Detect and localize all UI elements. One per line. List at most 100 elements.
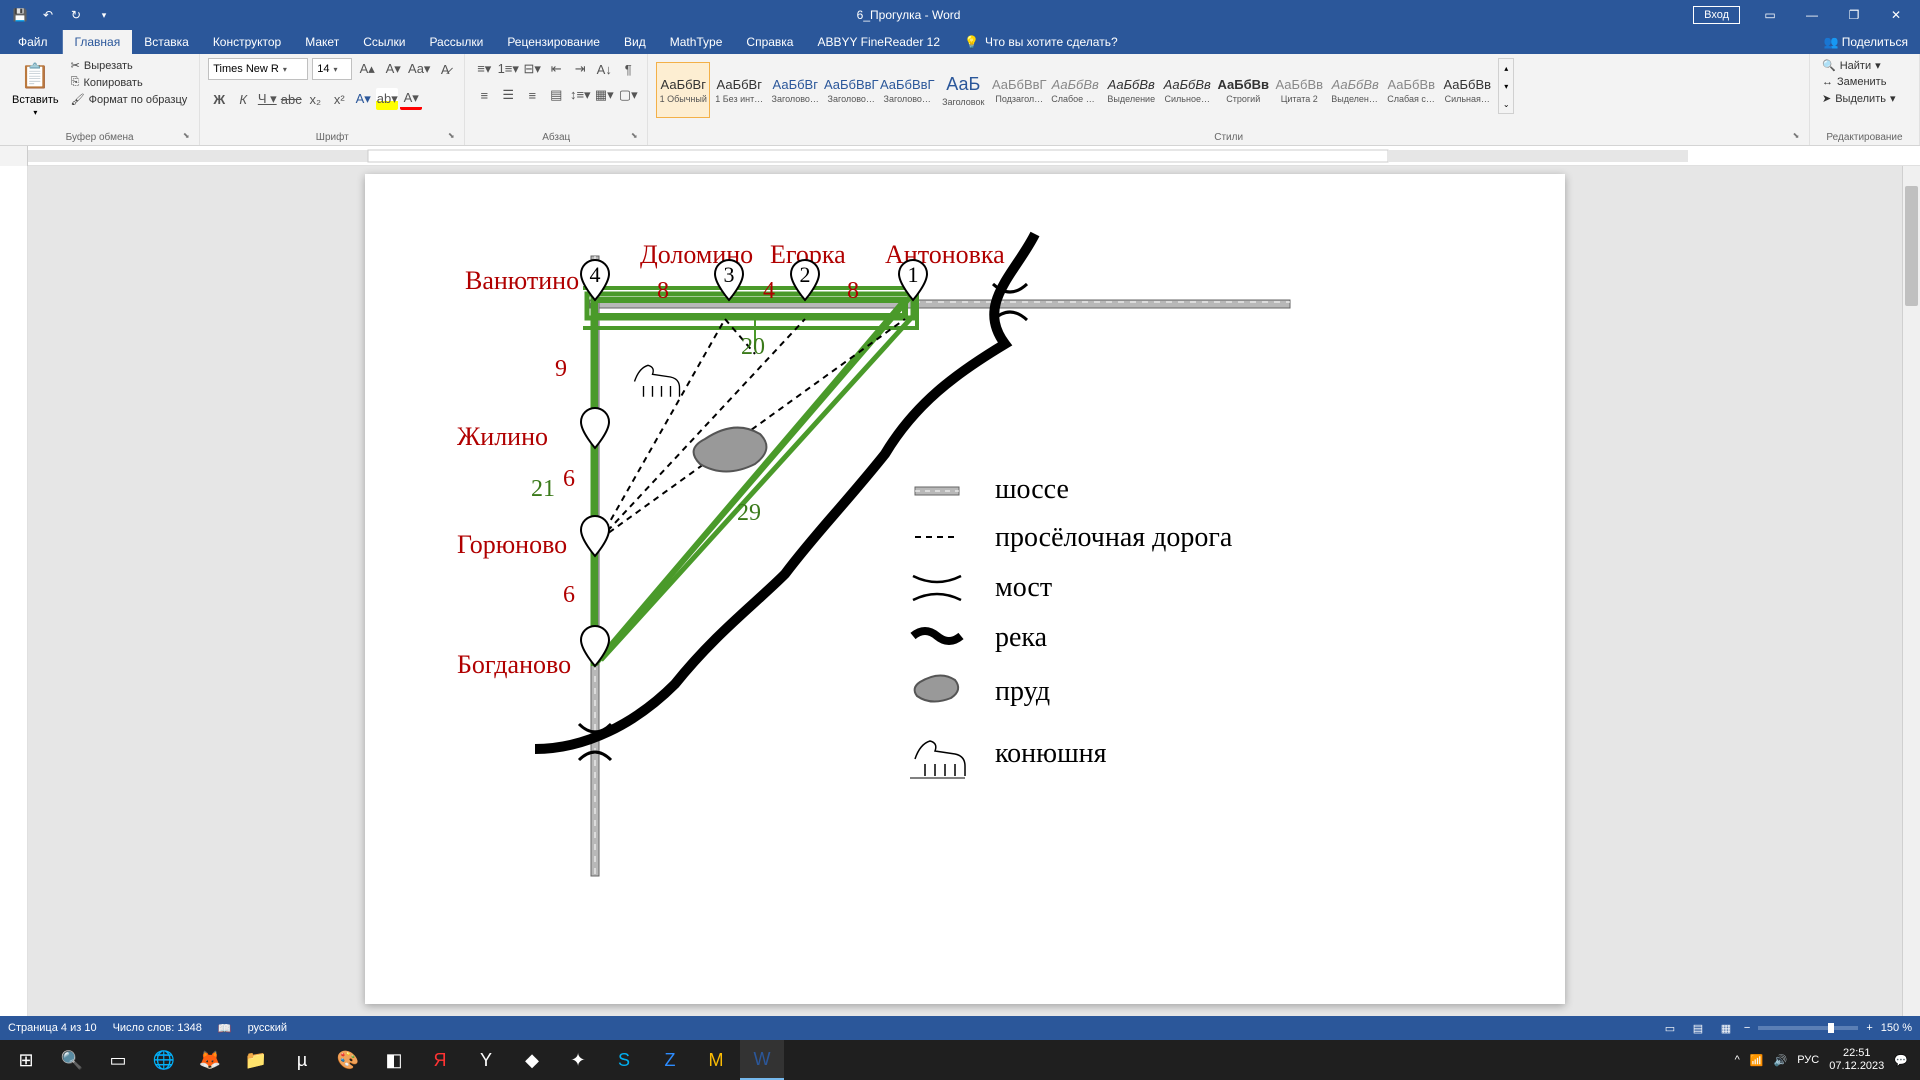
style-item[interactable]: АаБбВвЦитата 2 — [1272, 62, 1326, 118]
tab-references[interactable]: Ссылки — [351, 30, 417, 54]
notifications-icon[interactable]: 💬 — [1894, 1054, 1908, 1067]
align-right-icon[interactable]: ≡ — [521, 84, 543, 106]
web-layout-icon[interactable]: ▦ — [1716, 1019, 1736, 1037]
style-item[interactable]: АаБбВвГЗаголово… — [824, 62, 878, 118]
font-color-icon[interactable]: A▾ — [400, 88, 422, 110]
ribbon-display-icon[interactable]: ▭ — [1750, 1, 1790, 29]
tab-help[interactable]: Справка — [734, 30, 805, 54]
number-list-icon[interactable]: 1≡▾ — [497, 58, 519, 80]
vertical-scrollbar[interactable] — [1902, 166, 1920, 1016]
zoom-out-icon[interactable]: − — [1744, 1022, 1750, 1034]
copy-button[interactable]: ⎘Копировать — [67, 75, 192, 90]
app-icon-3[interactable]: ✦ — [556, 1040, 600, 1080]
font-family-combo[interactable]: Times New R▾ — [208, 58, 308, 80]
subscript-icon[interactable]: x₂ — [304, 88, 326, 110]
font-size-combo[interactable]: 14▾ — [312, 58, 352, 80]
dialog-launcher-icon[interactable]: ⬊ — [446, 131, 456, 141]
signin-button[interactable]: Вход — [1693, 6, 1740, 24]
multilevel-list-icon[interactable]: ⊟▾ — [521, 58, 543, 80]
tab-home[interactable]: Главная — [63, 30, 133, 54]
style-item[interactable]: АаБбВвСлабое в… — [1048, 62, 1102, 118]
increase-indent-icon[interactable]: ⇥ — [569, 58, 591, 80]
tab-mathtype[interactable]: MathType — [658, 30, 735, 54]
minimize-button[interactable]: — — [1792, 1, 1832, 29]
search-button[interactable]: 🔍 — [50, 1040, 94, 1080]
style-item[interactable]: АаБбВг1 Без инте… — [712, 62, 766, 118]
word-count[interactable]: Число слов: 1348 — [113, 1022, 202, 1034]
underline-icon[interactable]: Ч ▾ — [256, 88, 278, 110]
bold-icon[interactable]: Ж — [208, 88, 230, 110]
style-item[interactable]: АаБбВвСильная… — [1440, 62, 1494, 118]
superscript-icon[interactable]: x² — [328, 88, 350, 110]
undo-icon[interactable]: ↶ — [36, 3, 60, 27]
utorrent-icon[interactable]: µ — [280, 1040, 324, 1080]
style-item[interactable]: АаБбВвСильное… — [1160, 62, 1214, 118]
tab-view[interactable]: Вид — [612, 30, 658, 54]
page-indicator[interactable]: Страница 4 из 10 — [8, 1022, 97, 1034]
read-mode-icon[interactable]: ▭ — [1660, 1019, 1680, 1037]
language-indicator[interactable]: русский — [248, 1022, 287, 1034]
line-spacing-icon[interactable]: ↕≡▾ — [569, 84, 591, 106]
cut-button[interactable]: ✂Вырезать — [67, 58, 192, 73]
shading-icon[interactable]: ▦▾ — [593, 84, 615, 106]
tray-language[interactable]: РУС — [1797, 1054, 1819, 1066]
redo-icon[interactable]: ↻ — [64, 3, 88, 27]
styles-gallery-more[interactable]: ▴ ▾ ⌄ — [1498, 58, 1514, 114]
tab-mailings[interactable]: Рассылки — [417, 30, 495, 54]
firefox-icon[interactable]: 🦊 — [188, 1040, 232, 1080]
edge-icon[interactable]: 🌐 — [142, 1040, 186, 1080]
justify-icon[interactable]: ▤ — [545, 84, 567, 106]
tab-layout[interactable]: Макет — [293, 30, 351, 54]
network-icon[interactable]: 📶 — [1750, 1054, 1764, 1067]
zoom-in-icon[interactable]: + — [1866, 1022, 1872, 1034]
align-left-icon[interactable]: ≡ — [473, 84, 495, 106]
paint-icon[interactable]: 🎨 — [326, 1040, 370, 1080]
italic-icon[interactable]: К — [232, 88, 254, 110]
save-icon[interactable]: 💾 — [8, 3, 32, 27]
dialog-launcher-icon[interactable]: ⬊ — [629, 131, 639, 141]
task-view-icon[interactable]: ▭ — [96, 1040, 140, 1080]
style-item[interactable]: АаБбВг1 Обычный — [656, 62, 710, 118]
replace-button[interactable]: ↔Заменить — [1818, 75, 1900, 89]
share-button[interactable]: 👥 Поделиться — [1823, 35, 1908, 49]
text-effects-icon[interactable]: A▾ — [352, 88, 374, 110]
proofing-icon[interactable]: 📖 — [218, 1022, 232, 1035]
scroll-thumb[interactable] — [1905, 186, 1918, 306]
tray-clock[interactable]: 22:51 07.12.2023 — [1829, 1047, 1884, 1073]
dialog-launcher-icon[interactable]: ⬊ — [1791, 131, 1801, 141]
sort-icon[interactable]: A↓ — [593, 58, 615, 80]
close-button[interactable]: ✕ — [1876, 1, 1916, 29]
style-item[interactable]: АаБбВвВыделение — [1104, 62, 1158, 118]
tab-finereader[interactable]: ABBYY FineReader 12 — [805, 30, 952, 54]
file-tab[interactable]: Файл — [4, 30, 63, 54]
tray-chevron-icon[interactable]: ^ — [1735, 1054, 1740, 1066]
style-item[interactable]: АаБбВгЗаголово… — [768, 62, 822, 118]
zoom-thumb[interactable] — [1828, 1023, 1834, 1033]
highlight-icon[interactable]: ab▾ — [376, 88, 398, 110]
tab-design[interactable]: Конструктор — [201, 30, 293, 54]
decrease-indent-icon[interactable]: ⇤ — [545, 58, 567, 80]
style-item[interactable]: АаБбВвСтрогий — [1216, 62, 1270, 118]
explorer-icon[interactable]: 📁 — [234, 1040, 278, 1080]
dialog-launcher-icon[interactable]: ⬊ — [181, 131, 191, 141]
app-icon-2[interactable]: ◆ — [510, 1040, 554, 1080]
yandex-icon[interactable]: Я — [418, 1040, 462, 1080]
select-button[interactable]: ➤Выделить ▾ — [1818, 91, 1900, 106]
zoom-slider[interactable] — [1758, 1026, 1858, 1030]
app-icon-4[interactable]: M — [694, 1040, 738, 1080]
format-painter-button[interactable]: 🖌Формат по образцу — [67, 92, 192, 107]
style-item[interactable]: АаБбВвГПодзагол… — [992, 62, 1046, 118]
start-button[interactable]: ⊞ — [4, 1040, 48, 1080]
browser-icon[interactable]: Y — [464, 1040, 508, 1080]
volume-icon[interactable]: 🔊 — [1774, 1054, 1788, 1067]
horizontal-ruler[interactable] — [28, 146, 1920, 166]
strike-icon[interactable]: abc — [280, 88, 302, 110]
tell-me-search[interactable]: 💡 Что вы хотите сделать? — [964, 30, 1118, 54]
vertical-ruler[interactable] — [0, 166, 28, 1016]
shrink-font-icon[interactable]: A▾ — [382, 58, 404, 80]
style-item[interactable]: АаБбВвГЗаголово… — [880, 62, 934, 118]
scroll-down-icon[interactable]: ▾ — [1499, 77, 1513, 95]
expand-gallery-icon[interactable]: ⌄ — [1499, 95, 1513, 113]
style-item[interactable]: АаБбВвВыделенн… — [1328, 62, 1382, 118]
skype-icon[interactable]: S — [602, 1040, 646, 1080]
